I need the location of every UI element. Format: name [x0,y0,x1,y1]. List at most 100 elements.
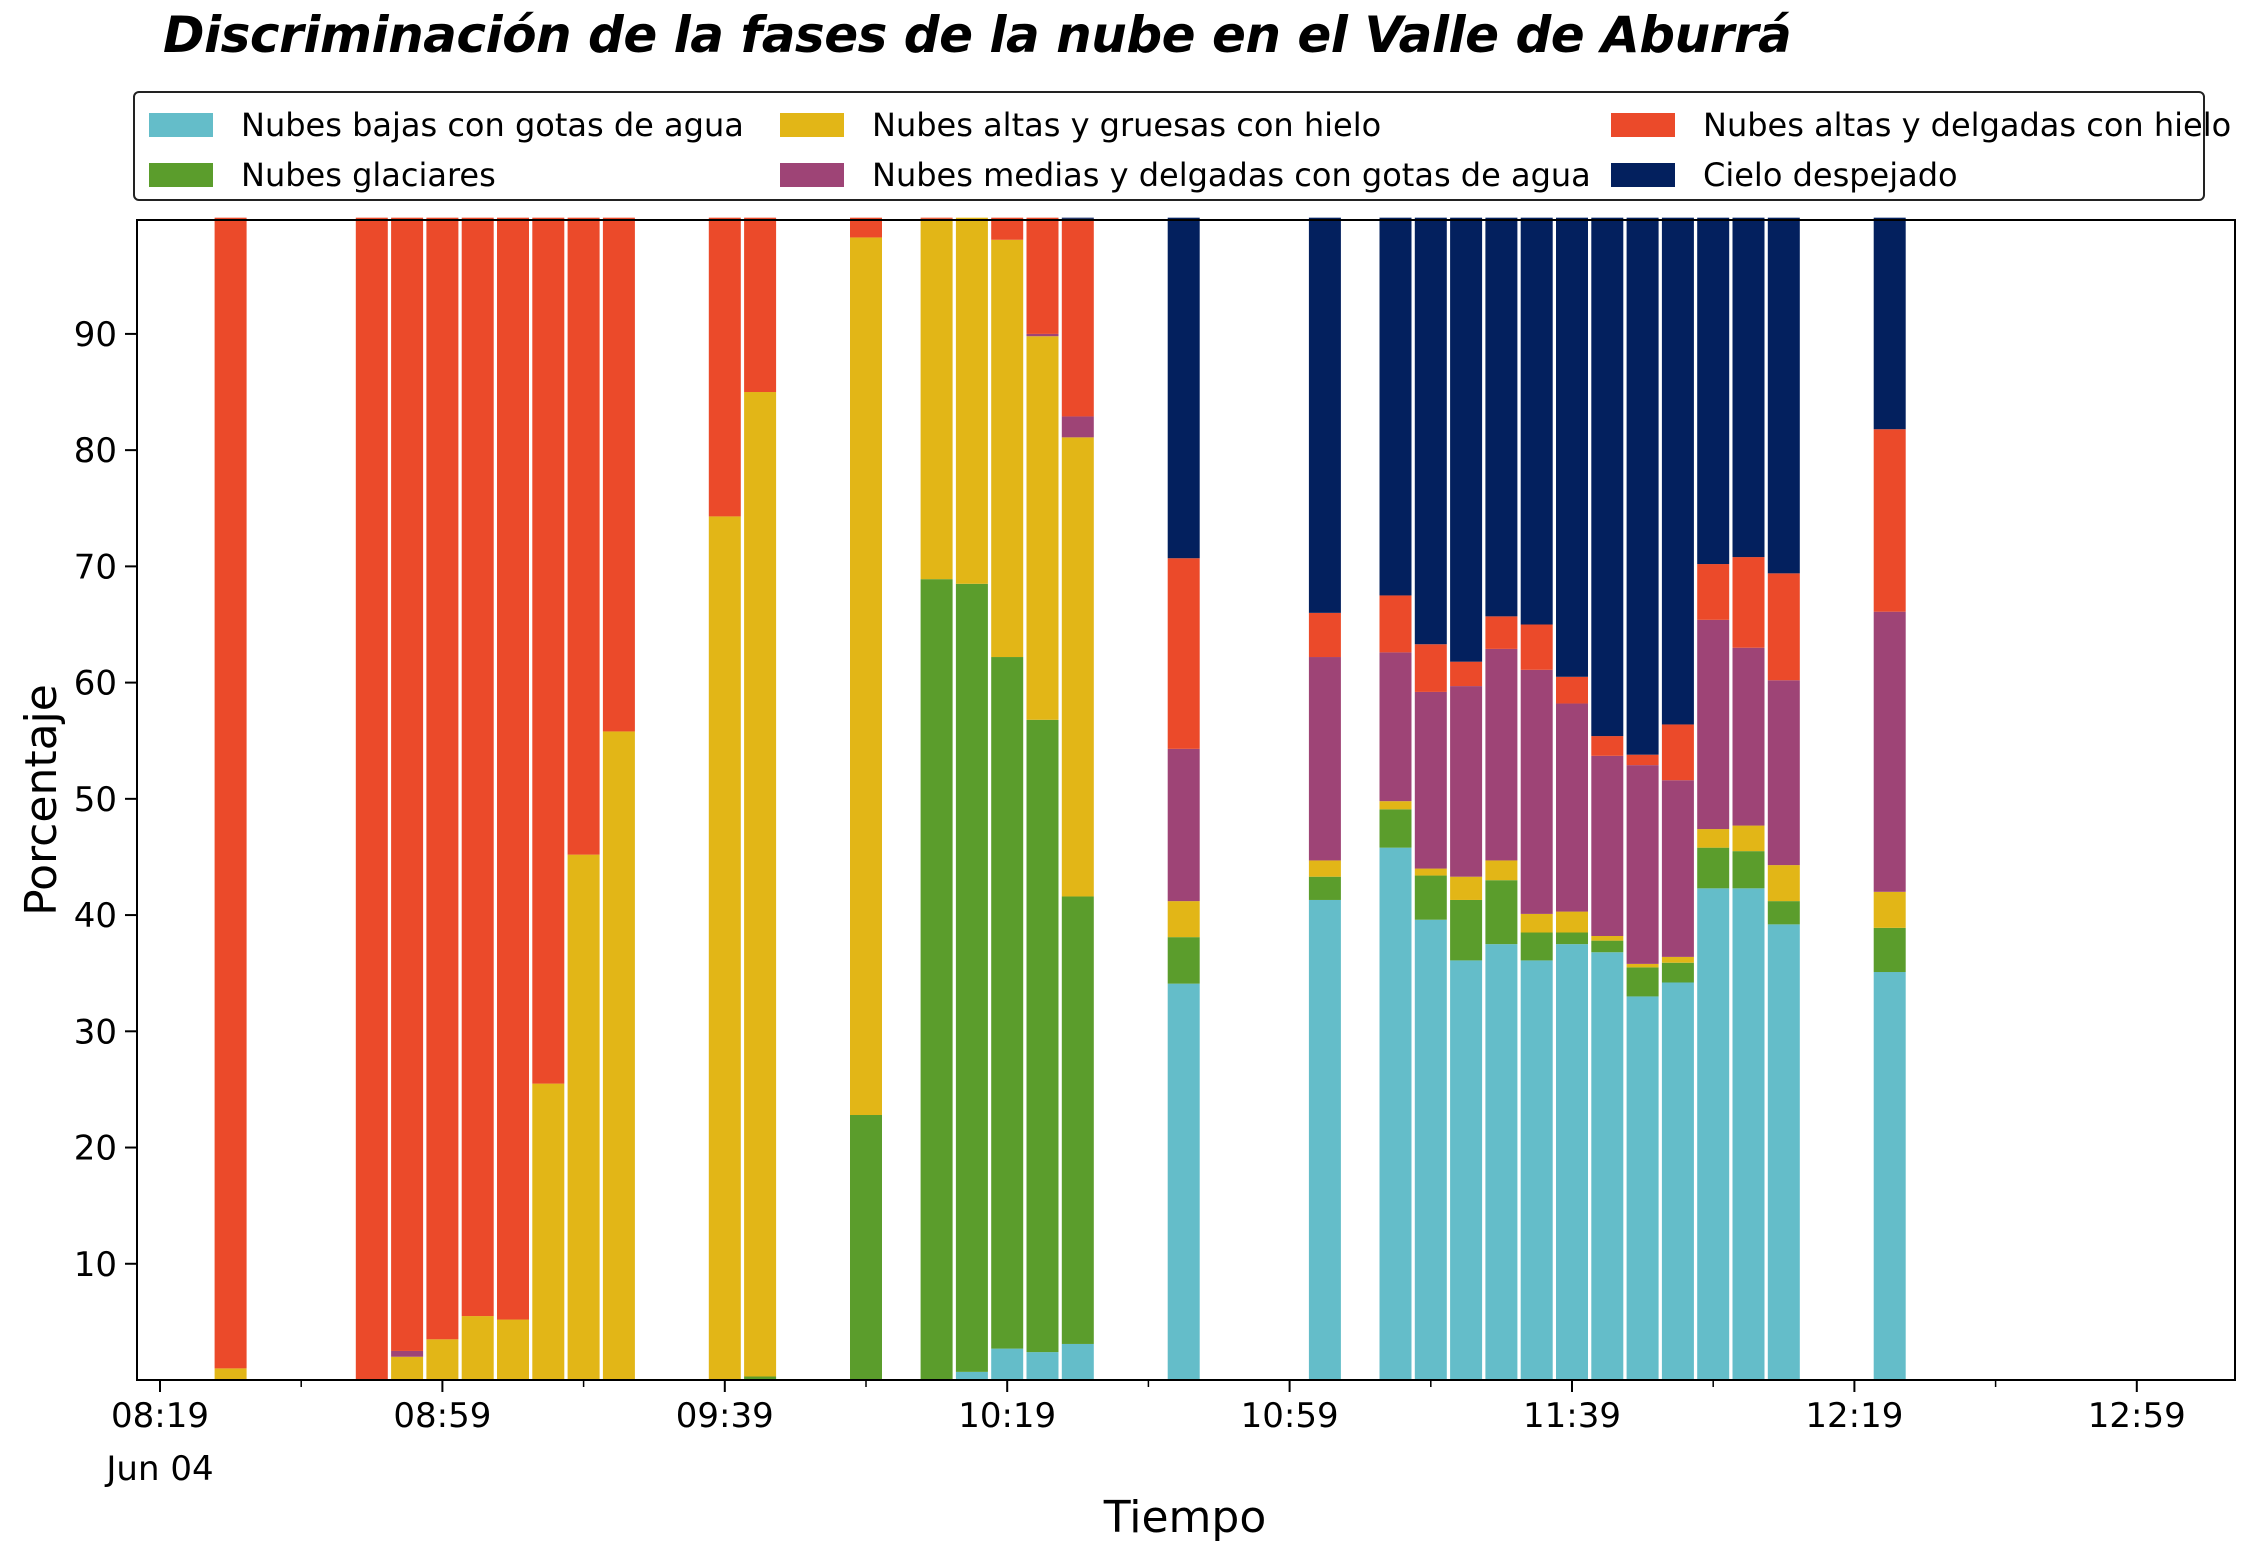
bar-1114-nubes-glaciares [1379,809,1412,848]
bar-1024-nubes-altas-y-delgadas-con-hielo [1026,217,1059,334]
bar-1044-cielo-despejado [1167,217,1200,559]
bar-0909-nubes-altas-y-gruesas-con-hielo [497,1319,529,1380]
bar-1159-nubes-bajas-con-gotas-de-agua [1697,888,1730,1380]
bar-0854-nubes-altas-y-delgadas-con-hielo [391,217,424,1351]
bar-0854-nubes-medias-y-delgadas-con-gotas-de-agua [391,1350,424,1357]
bar-1209-nubes-altas-y-delgadas-con-hielo [1767,573,1800,681]
legend-label-nubes-altas-gruesas: Nubes altas y gruesas con hielo [872,106,1382,144]
bar-1019-nubes-glaciares [991,657,1024,1349]
legend-swatch-nubes-altas-gruesas [780,113,844,137]
bar-1119-nubes-glaciares [1414,875,1447,920]
bar-1149-nubes-glaciares [1626,967,1659,997]
y-tick-label-30: 30 [74,1012,117,1052]
x-tick-label-1139: 11:39 [1523,1396,1621,1436]
bar-0924-nubes-altas-y-gruesas-con-hielo [602,731,635,1380]
bar-1104-cielo-despejado [1308,217,1341,613]
bar-1144-nubes-medias-y-delgadas-con-gotas-de-agua [1591,755,1624,936]
bar-1204-nubes-glaciares [1732,851,1765,889]
bar-1024-nubes-glaciares [1026,719,1059,1353]
bar-1119-nubes-bajas-con-gotas-de-agua [1414,919,1447,1380]
x-axis-label: Tiempo [1103,1492,1267,1543]
bar-1144-nubes-altas-y-delgadas-con-hielo [1591,736,1624,756]
bar-1104-nubes-glaciares [1308,876,1341,900]
bar-1024-nubes-bajas-con-gotas-de-agua [1026,1352,1059,1380]
legend-item-nubes-glaciares: Nubes glaciares [149,155,496,195]
bar-1144-nubes-altas-y-gruesas-con-hielo [1591,935,1624,941]
legend-item-nubes-medias-delgadas: Nubes medias y delgadas con gotas de agu… [780,155,1591,195]
bar-1204-cielo-despejado [1732,217,1765,558]
bar-1124-nubes-bajas-con-gotas-de-agua [1450,960,1483,1380]
bar-1029-cielo-despejado [1061,217,1094,219]
bar-1204-nubes-bajas-con-gotas-de-agua [1732,888,1765,1380]
bar-0909-nubes-altas-y-delgadas-con-hielo [497,217,529,1320]
bar-1209-nubes-glaciares [1767,901,1800,925]
bar-1124-nubes-glaciares [1450,899,1483,961]
bar-1024-nubes-medias-y-delgadas-con-gotas-de-agua [1026,333,1059,337]
bar-0959-nubes-altas-y-gruesas-con-hielo [850,237,882,1115]
bar-0939-nubes-altas-y-delgadas-con-hielo [708,217,741,517]
bar-1209-nubes-medias-y-delgadas-con-gotas-de-agua [1767,680,1800,866]
y-tick-label-50: 50 [74,780,117,820]
bar-1224-nubes-altas-y-gruesas-con-hielo [1873,891,1906,928]
bar-1139-cielo-despejado [1556,217,1588,677]
bar-1209-cielo-despejado [1767,217,1800,574]
legend-item-nubes-bajas: Nubes bajas con gotas de agua [149,105,744,145]
x-tick-label-1019: 10:19 [958,1396,1056,1436]
bar-1119-cielo-despejado [1414,217,1447,645]
legend-label-nubes-glaciares: Nubes glaciares [241,156,496,194]
bar-1224-nubes-glaciares [1873,927,1906,973]
bar-1144-nubes-bajas-con-gotas-de-agua [1591,952,1624,1380]
bar-1159-nubes-glaciares [1697,847,1730,889]
y-tick-label-60: 60 [74,664,117,704]
bar-1104-nubes-bajas-con-gotas-de-agua [1308,899,1341,1380]
bar-1129-nubes-bajas-con-gotas-de-agua [1485,944,1518,1380]
bar-1159-nubes-altas-y-delgadas-con-hielo [1697,564,1730,620]
y-tick-label-80: 80 [74,431,117,471]
x-tick-label-0819: 08:19 [111,1396,209,1436]
bar-1029-nubes-medias-y-delgadas-con-gotas-de-agua [1061,416,1094,438]
x-tick-label-0859: 08:59 [393,1396,491,1436]
plot-frame [136,219,2236,1381]
legend-item-nubes-altas-delgadas: Nubes altas y delgadas con hielo [1611,105,2231,145]
bar-0914-nubes-altas-y-gruesas-con-hielo [532,1083,565,1380]
bar-1124-nubes-altas-y-gruesas-con-hielo [1450,876,1483,900]
bar-1154-nubes-altas-y-delgadas-con-hielo [1661,724,1694,781]
bar-0944-nubes-glaciares [744,1376,777,1380]
bar-1114-nubes-bajas-con-gotas-de-agua [1379,847,1412,1380]
bar-1134-nubes-altas-y-delgadas-con-hielo [1520,624,1553,670]
bar-1134-nubes-medias-y-delgadas-con-gotas-de-agua [1520,669,1553,914]
bar-1029-nubes-altas-y-delgadas-con-hielo [1061,218,1094,417]
legend-swatch-cielo-despejado [1611,163,1675,187]
bar-1029-nubes-glaciares [1061,896,1094,1344]
bar-1129-cielo-despejado [1485,217,1518,617]
bar-1014-nubes-bajas-con-gotas-de-agua [955,1371,988,1380]
bar-0944-nubes-altas-y-gruesas-con-hielo [744,392,777,1377]
bar-1154-nubes-altas-y-gruesas-con-hielo [1661,956,1694,963]
legend-label-cielo-despejado: Cielo despejado [1703,156,1958,194]
bar-1124-cielo-despejado [1450,217,1483,662]
chart-title: Discriminación de la fases de la nube en… [163,6,1792,64]
bar-1044-nubes-glaciares [1167,937,1200,984]
bar-1114-cielo-despejado [1379,217,1412,596]
bar-1224-nubes-bajas-con-gotas-de-agua [1873,972,1906,1380]
bar-1139-nubes-bajas-con-gotas-de-agua [1556,944,1588,1380]
bar-1149-cielo-despejado [1626,217,1659,755]
bar-1159-nubes-altas-y-gruesas-con-hielo [1697,829,1730,848]
bar-1009-nubes-glaciares [920,579,953,1380]
bar-1114-nubes-medias-y-delgadas-con-gotas-de-agua [1379,652,1412,802]
bar-1029-nubes-altas-y-gruesas-con-hielo [1061,437,1094,897]
bar-1144-nubes-glaciares [1591,940,1624,953]
bar-1129-nubes-glaciares [1485,880,1518,945]
bar-1124-nubes-altas-y-delgadas-con-hielo [1450,661,1483,687]
bar-1104-nubes-altas-y-delgadas-con-hielo [1308,612,1341,658]
x-tick-label-1059: 10:59 [1241,1396,1339,1436]
bar-1204-nubes-medias-y-delgadas-con-gotas-de-agua [1732,647,1765,826]
bar-1139-nubes-medias-y-delgadas-con-gotas-de-agua [1556,703,1588,912]
y-tick-label-20: 20 [74,1129,117,1169]
bar-1014-nubes-altas-y-gruesas-con-hielo [955,217,988,584]
bar-1154-cielo-despejado [1661,217,1694,725]
bar-1204-nubes-altas-y-gruesas-con-hielo [1732,825,1765,852]
axes-layer: 10 20 30 40 50 60 70 80 90 08:19 08:59 09:39 10:19 10… [74,315,2186,1489]
legend-swatch-nubes-glaciares [149,163,213,187]
